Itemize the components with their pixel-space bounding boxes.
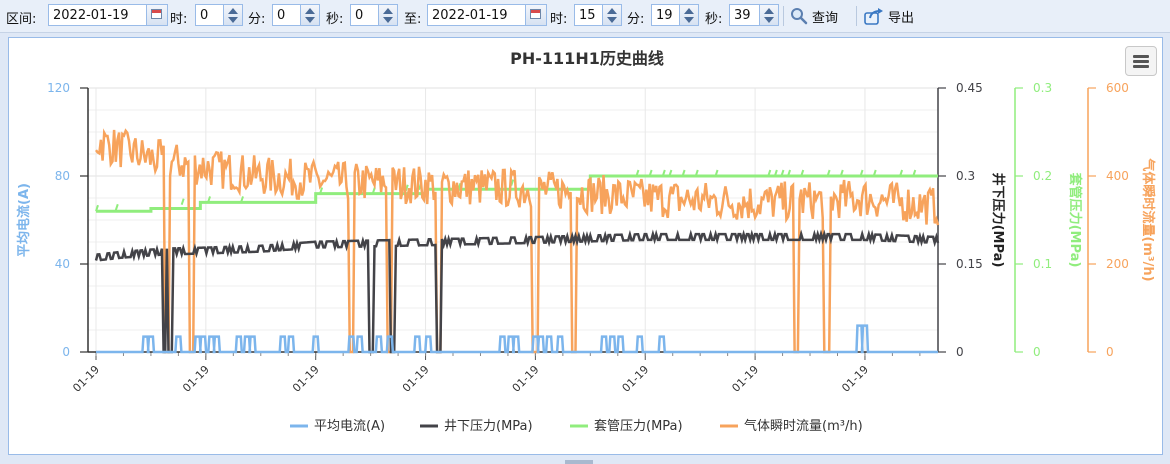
toolbar: 区间: 2022-01-19 时: 0 分: 0 秒: 0 至: 2022-01…: [0, 0, 1170, 33]
start-minute-value: 0: [277, 8, 286, 23]
spin-down-icon[interactable]: [607, 17, 617, 23]
end-second-field[interactable]: 39: [729, 4, 779, 26]
start-second-label: 秒:: [326, 12, 344, 27]
menu-line: [1133, 60, 1149, 63]
end-hour-spinner[interactable]: [602, 5, 621, 25]
spin-up-icon[interactable]: [383, 8, 393, 14]
calendar-icon: [530, 9, 541, 19]
start-minute-field[interactable]: 0: [272, 4, 320, 26]
start-date-field[interactable]: 2022-01-19: [48, 4, 168, 26]
start-second-value: 0: [355, 8, 364, 23]
start-second-spinner[interactable]: [378, 5, 397, 25]
query-button-label: 查询: [812, 10, 839, 26]
start-hour-label: 时:: [170, 12, 188, 27]
end-minute-field[interactable]: 19: [651, 4, 699, 26]
start-minute-label: 分:: [248, 12, 266, 27]
end-hour-value: 15: [579, 8, 596, 23]
menu-line: [1133, 55, 1149, 58]
end-second-spinner[interactable]: [759, 5, 778, 25]
spin-up-icon[interactable]: [305, 8, 315, 14]
end-hour-label: 时:: [550, 12, 568, 27]
end-hour-field[interactable]: 15: [574, 4, 622, 26]
chart-context-menu-button[interactable]: [1125, 46, 1157, 76]
query-button[interactable]: 查询: [790, 4, 838, 28]
start-date-picker-button[interactable]: [146, 5, 167, 25]
spin-up-icon[interactable]: [228, 8, 238, 14]
start-date-value: 2022-01-19: [53, 8, 129, 23]
spin-up-icon[interactable]: [684, 8, 694, 14]
export-button[interactable]: 导出: [864, 4, 914, 28]
export-icon: [864, 8, 883, 25]
chart-panel: [8, 37, 1163, 455]
end-date-value: 2022-01-19: [432, 8, 508, 23]
start-hour-spinner[interactable]: [223, 5, 242, 25]
end-minute-spinner[interactable]: [679, 5, 698, 25]
spin-down-icon[interactable]: [684, 17, 694, 23]
spin-up-icon[interactable]: [764, 8, 774, 14]
spin-down-icon[interactable]: [383, 17, 393, 23]
menu-line: [1133, 65, 1149, 68]
calendar-icon: [151, 9, 162, 19]
toolbar-separator: [783, 6, 784, 26]
search-icon: [791, 8, 808, 25]
end-second-value: 39: [734, 8, 751, 23]
end-minute-label: 分:: [627, 12, 645, 27]
start-hour-field[interactable]: 0: [195, 4, 243, 26]
spin-up-icon[interactable]: [607, 8, 617, 14]
range-label: 区间:: [6, 12, 37, 27]
spin-down-icon[interactable]: [305, 17, 315, 23]
spin-down-icon[interactable]: [228, 17, 238, 23]
export-button-label: 导出: [888, 10, 915, 26]
start-minute-spinner[interactable]: [300, 5, 319, 25]
end-minute-value: 19: [656, 8, 673, 23]
end-second-label: 秒:: [705, 12, 723, 27]
end-date-picker-button[interactable]: [525, 5, 546, 25]
to-label: 至:: [404, 12, 422, 27]
resize-grip[interactable]: [565, 460, 593, 464]
start-hour-value: 0: [200, 8, 209, 23]
end-date-field[interactable]: 2022-01-19: [427, 4, 547, 26]
start-second-field[interactable]: 0: [350, 4, 398, 26]
toolbar-separator: [856, 6, 857, 26]
spin-down-icon[interactable]: [764, 17, 774, 23]
